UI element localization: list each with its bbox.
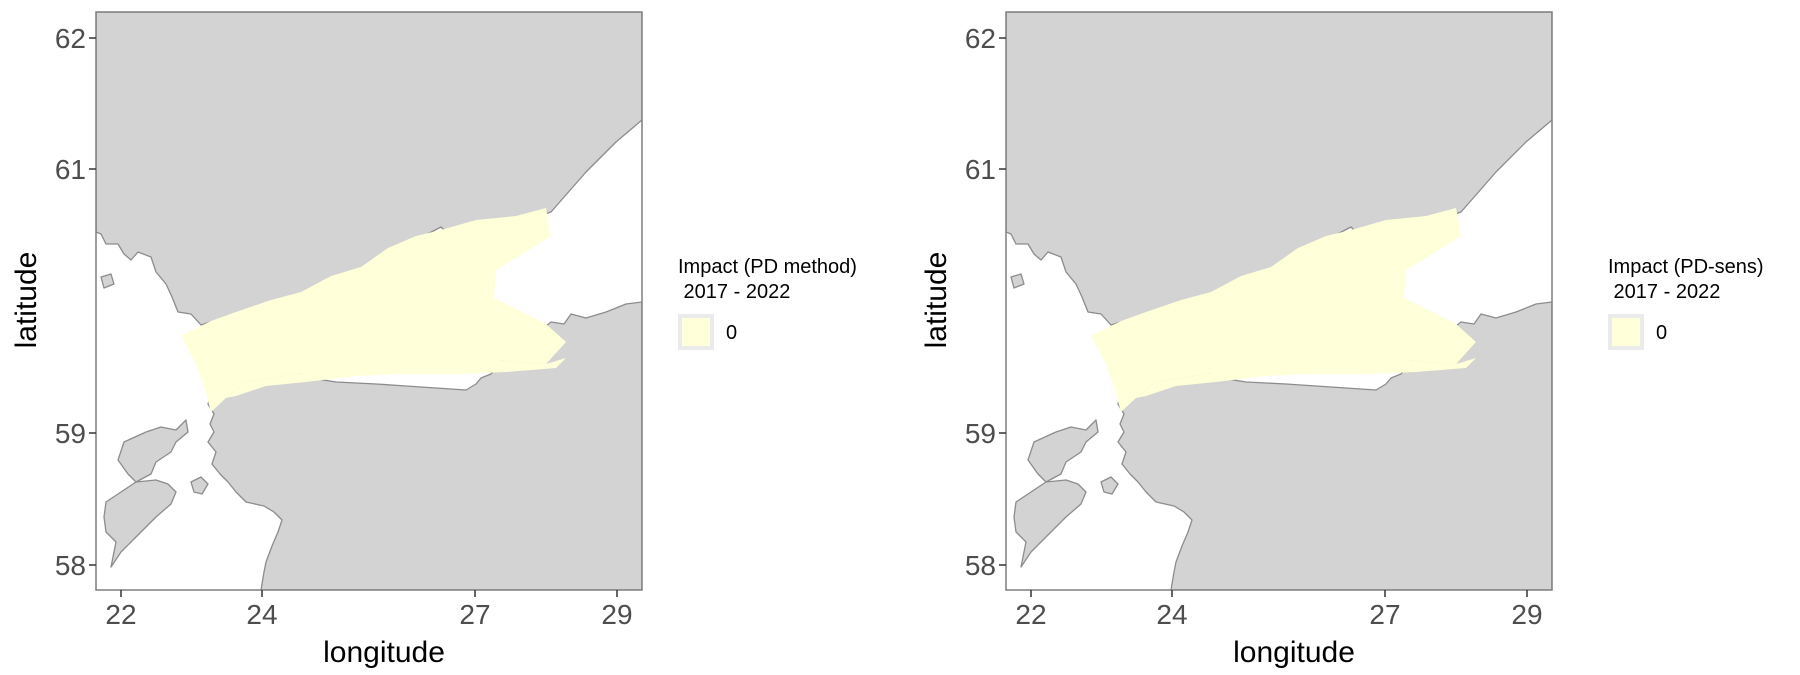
y-tick-label: 59 (965, 418, 996, 449)
legend-title-line1: Impact (PD method) (678, 256, 857, 278)
x-tick-label: 29 (601, 599, 632, 630)
y-tick-label: 61 (965, 154, 996, 185)
island-small-1 (1010, 273, 1025, 289)
x-axis-title: longitude (1233, 636, 1355, 669)
x-axis-1: 22 24 27 29 longitude (105, 590, 633, 669)
panel-frame (1005, 11, 1553, 591)
x-axis-2: 22 24 27 29 longitude (1015, 590, 1543, 669)
x-axis-title: longitude (323, 636, 445, 669)
y-tick-label: 62 (965, 23, 996, 54)
y-axis-2: 62 61 59 58 latitude (920, 23, 1006, 581)
impact-area-lower (1136, 352, 1476, 398)
island-small-2 (1100, 476, 1119, 495)
impact-area-lower (226, 352, 566, 398)
x-tick-label: 22 (1015, 599, 1046, 630)
legend-2: Impact (PD-sens) 2017 - 2022 0 (1608, 256, 1764, 350)
legend-title-line2: 2017 - 2022 (678, 281, 790, 303)
y-tick-label: 58 (55, 550, 86, 581)
legend-key-swatch (1612, 318, 1640, 346)
y-tick-label: 62 (55, 23, 86, 54)
x-tick-label: 24 (1156, 599, 1187, 630)
island-small-2 (190, 476, 209, 495)
y-tick-label: 61 (55, 154, 86, 185)
legend-key-swatch (682, 318, 710, 346)
x-tick-label: 22 (105, 599, 136, 630)
x-tick-label: 24 (246, 599, 277, 630)
panel-frame (95, 11, 643, 591)
x-tick-label: 27 (1369, 599, 1400, 630)
map-panel-pd-sens (1005, 11, 1553, 591)
island-saaremaa-a (117, 419, 189, 483)
island-saaremaa-a (1027, 419, 1099, 483)
impact-area (181, 208, 566, 412)
x-tick-label: 27 (459, 599, 490, 630)
y-tick-label: 59 (55, 418, 86, 449)
island-saaremaa-b (103, 479, 177, 568)
legend-title-line2: 2017 - 2022 (1608, 281, 1720, 303)
legend-entry-label: 0 (726, 322, 737, 344)
impact-area (1091, 208, 1476, 412)
legend-title-line1: Impact (PD-sens) (1608, 256, 1764, 278)
x-tick-label: 29 (1511, 599, 1542, 630)
island-saaremaa-b (1013, 479, 1087, 568)
y-axis-title: latitude (920, 252, 953, 349)
y-axis-title: latitude (10, 252, 43, 349)
y-tick-label: 58 (965, 550, 996, 581)
legend-entry-label: 0 (1656, 322, 1667, 344)
map-panel-pd-method (95, 11, 643, 591)
island-small-1 (100, 273, 115, 289)
y-axis-1: 62 61 59 58 latitude (10, 23, 96, 581)
legend-1: Impact (PD method) 2017 - 2022 0 (678, 256, 857, 350)
